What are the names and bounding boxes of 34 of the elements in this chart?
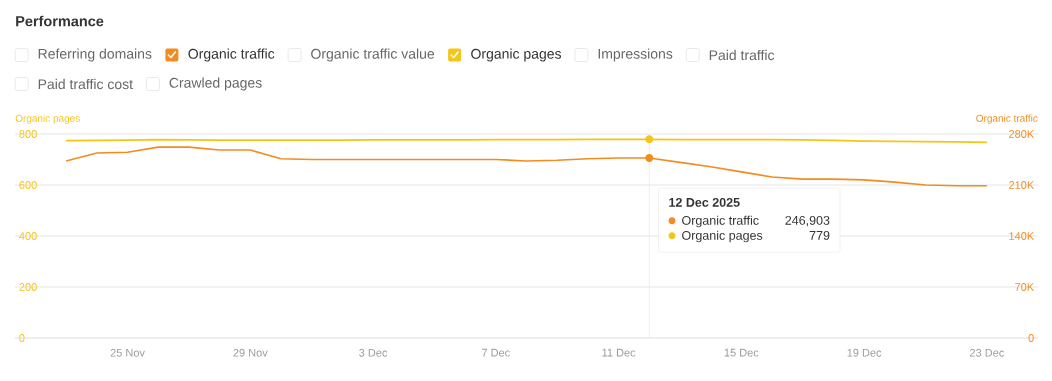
ref-line-label: 12 Dec 2025 [669,197,740,207]
legend-label: Organic pages [471,48,562,62]
chart-title: Performance [16,15,104,27]
annotation: 779 [809,230,830,240]
legend-label: Organic traffic [682,215,759,228]
annotation: 246,903 [785,215,830,227]
x-tick-label: 29 Nov [233,348,268,357]
y-axis-title: Organic pages [15,114,80,124]
y-tick-label: 400 [19,232,37,240]
x-tick-label: 3 Dec [359,348,388,357]
x-tick-label: 15 Dec [724,348,759,357]
x-tick-label: 25 Nov [110,348,145,357]
y-tick-label: 600 [19,181,37,189]
x-tick-label: 11 Dec [602,348,636,357]
text: Paid traffic [709,49,775,61]
text: Paid traffic cost [38,78,133,90]
y2-tick-label: 280K [1009,130,1035,138]
y2-tick-label: 0 [1028,334,1034,342]
y-tick-label: 0 [19,334,25,342]
text: Organic traffic [188,48,275,62]
y-tick-label: 800 [19,130,37,138]
y2-tick-label: 70K [1015,283,1035,291]
text: Crawled pages [169,77,262,91]
text: Organic pages [682,230,763,243]
text: Referring domains [38,48,152,62]
y2-tick-label: 140K [1009,232,1035,240]
text: Impressions [598,48,673,62]
y-tick-label: 200 [19,283,37,291]
y2-tick-label: 210K [1009,181,1035,189]
text: Organic traffic value [311,48,435,62]
x-tick-label: 23 Dec [970,348,1005,357]
y2-axis-title: Organic traffic [976,114,1038,124]
x-tick-label: 7 Dec [482,348,510,357]
x-tick-label: 19 Dec [847,348,882,357]
